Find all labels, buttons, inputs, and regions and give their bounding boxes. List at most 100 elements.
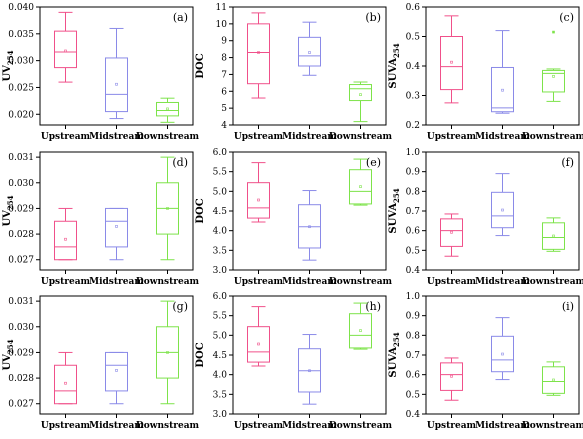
chart-panel-3: 0.2 0.3 0.4 0.5 0.6 Upstream MidstreamDownstre…: [388, 3, 583, 142]
outlier-point: [552, 30, 555, 34]
box-downstream: [156, 300, 179, 405]
y-axis-label: SUVA254: [388, 43, 401, 88]
box-upstream: [440, 357, 463, 401]
iqr-box: [542, 366, 565, 394]
x-category-label: Upstream: [41, 277, 91, 287]
y-tick-label: 0.028: [8, 374, 34, 384]
box-upstream: [247, 162, 270, 223]
mean-marker: [257, 51, 260, 54]
iqr-box: [349, 169, 372, 205]
x-category-label: Downstream: [136, 132, 200, 142]
y-tick-label: 0.027: [8, 400, 34, 410]
iqr-box: [54, 220, 77, 261]
panel-label: (i): [562, 300, 574, 313]
iqr-box: [440, 218, 463, 247]
y-tick-label: 5.0: [213, 331, 228, 341]
panel-label: (b): [365, 11, 381, 24]
y-tick-label: 0.027: [8, 256, 34, 266]
chart-panel-4: 0.027 0.028 0.029 0.030 0.031 Upstream Midstre…: [2, 151, 200, 287]
x-category-label: Downstream: [329, 132, 393, 142]
y-tick-label: 6.0: [213, 292, 228, 302]
y-tick-label: 7: [221, 70, 227, 80]
mean-marker: [257, 198, 260, 202]
x-category-label: Midstream: [475, 277, 530, 287]
y-tick-label: 0.025: [8, 83, 34, 93]
x-category-label: Midstream: [282, 421, 337, 431]
x-category-label: Midstream: [475, 132, 530, 142]
y-tick-label: 3.0: [213, 266, 228, 276]
y-tick-label: 0.9: [406, 312, 421, 322]
x-category-label: Upstream: [234, 277, 284, 287]
box-downstream: [542, 30, 565, 102]
x-category-label: Downstream: [136, 421, 200, 431]
box-midstream: [105, 27, 128, 120]
y-tick-label: 0.9: [406, 168, 421, 178]
y-axis-label: DOC: [195, 53, 206, 78]
y-tick-label: 5.5: [213, 312, 228, 322]
y-tick-label: 5.5: [213, 168, 228, 178]
box-downstream: [349, 158, 372, 206]
mean-marker: [359, 93, 362, 96]
x-category-label: Midstream: [282, 132, 337, 142]
iqr-box: [440, 362, 463, 391]
mean-marker: [501, 208, 504, 212]
y-tick-label: 0.4: [406, 410, 421, 420]
box-upstream: [440, 213, 463, 257]
iqr-box: [542, 222, 565, 250]
mean-marker: [450, 60, 453, 64]
mean-marker: [552, 234, 555, 238]
chart-panel-7: 0.027 0.028 0.029 0.030 0.031 Upstream Midstre…: [2, 295, 200, 431]
panel-label: (e): [366, 156, 381, 169]
x-category-label: Midstream: [89, 421, 144, 431]
iqr-box: [491, 66, 514, 113]
panel-label: (f): [561, 156, 574, 169]
mean-marker: [64, 49, 67, 53]
box-midstream: [298, 21, 321, 76]
y-axis-label: DOC: [195, 342, 206, 367]
y-tick-label: 0.5: [406, 33, 421, 43]
x-category-label: Downstream: [522, 421, 583, 431]
iqr-box: [54, 30, 77, 69]
y-tick-label: 0.6: [406, 227, 421, 237]
mean-marker: [115, 225, 118, 228]
iqr-box: [247, 23, 270, 85]
y-tick-label: 0.030: [8, 57, 34, 67]
y-tick-label: 1.0: [406, 292, 421, 302]
y-tick-label: 0.029: [8, 348, 34, 358]
iqr-box: [440, 36, 463, 91]
x-category-label: Upstream: [427, 421, 477, 431]
box-upstream: [247, 306, 270, 367]
panel-label: (c): [559, 11, 574, 24]
box-upstream: [54, 207, 77, 261]
y-tick-label: 0.035: [8, 30, 34, 40]
box-upstream: [54, 351, 77, 405]
iqr-box: [349, 84, 372, 102]
y-tick-label: 5.0: [213, 187, 228, 197]
mean-marker: [115, 82, 118, 86]
y-tick-label: 4.0: [213, 227, 228, 237]
box-downstream: [156, 97, 179, 123]
y-tick-label: 3.5: [213, 246, 228, 256]
y-tick-label: 0.7: [406, 207, 421, 217]
y-tick-label: 0.5: [406, 390, 421, 400]
y-tick-label: 11: [216, 3, 227, 13]
x-category-label: Midstream: [282, 277, 337, 287]
y-tick-label: 4.0: [213, 371, 228, 381]
y-tick-label: 8: [221, 54, 227, 64]
panel-label: (h): [365, 300, 381, 313]
y-tick-label: 0.028: [8, 230, 34, 240]
chart-panel-9: 0.4 0.5 0.6 0.7 0.8 0.9 1.0 Upstream MidstreamDo…: [388, 292, 583, 431]
mean-marker: [64, 381, 67, 385]
x-category-label: Upstream: [427, 277, 477, 287]
y-tick-label: 0.7: [406, 351, 421, 361]
mean-marker: [450, 230, 453, 234]
box-midstream: [105, 207, 128, 261]
box-downstream: [542, 361, 565, 396]
mean-marker: [257, 342, 260, 346]
box-upstream: [440, 15, 463, 104]
y-axis-label: UV254: [2, 50, 15, 81]
x-category-label: Upstream: [234, 132, 284, 142]
mean-marker: [359, 185, 362, 188]
y-axis-label: SUVA254: [388, 188, 401, 233]
